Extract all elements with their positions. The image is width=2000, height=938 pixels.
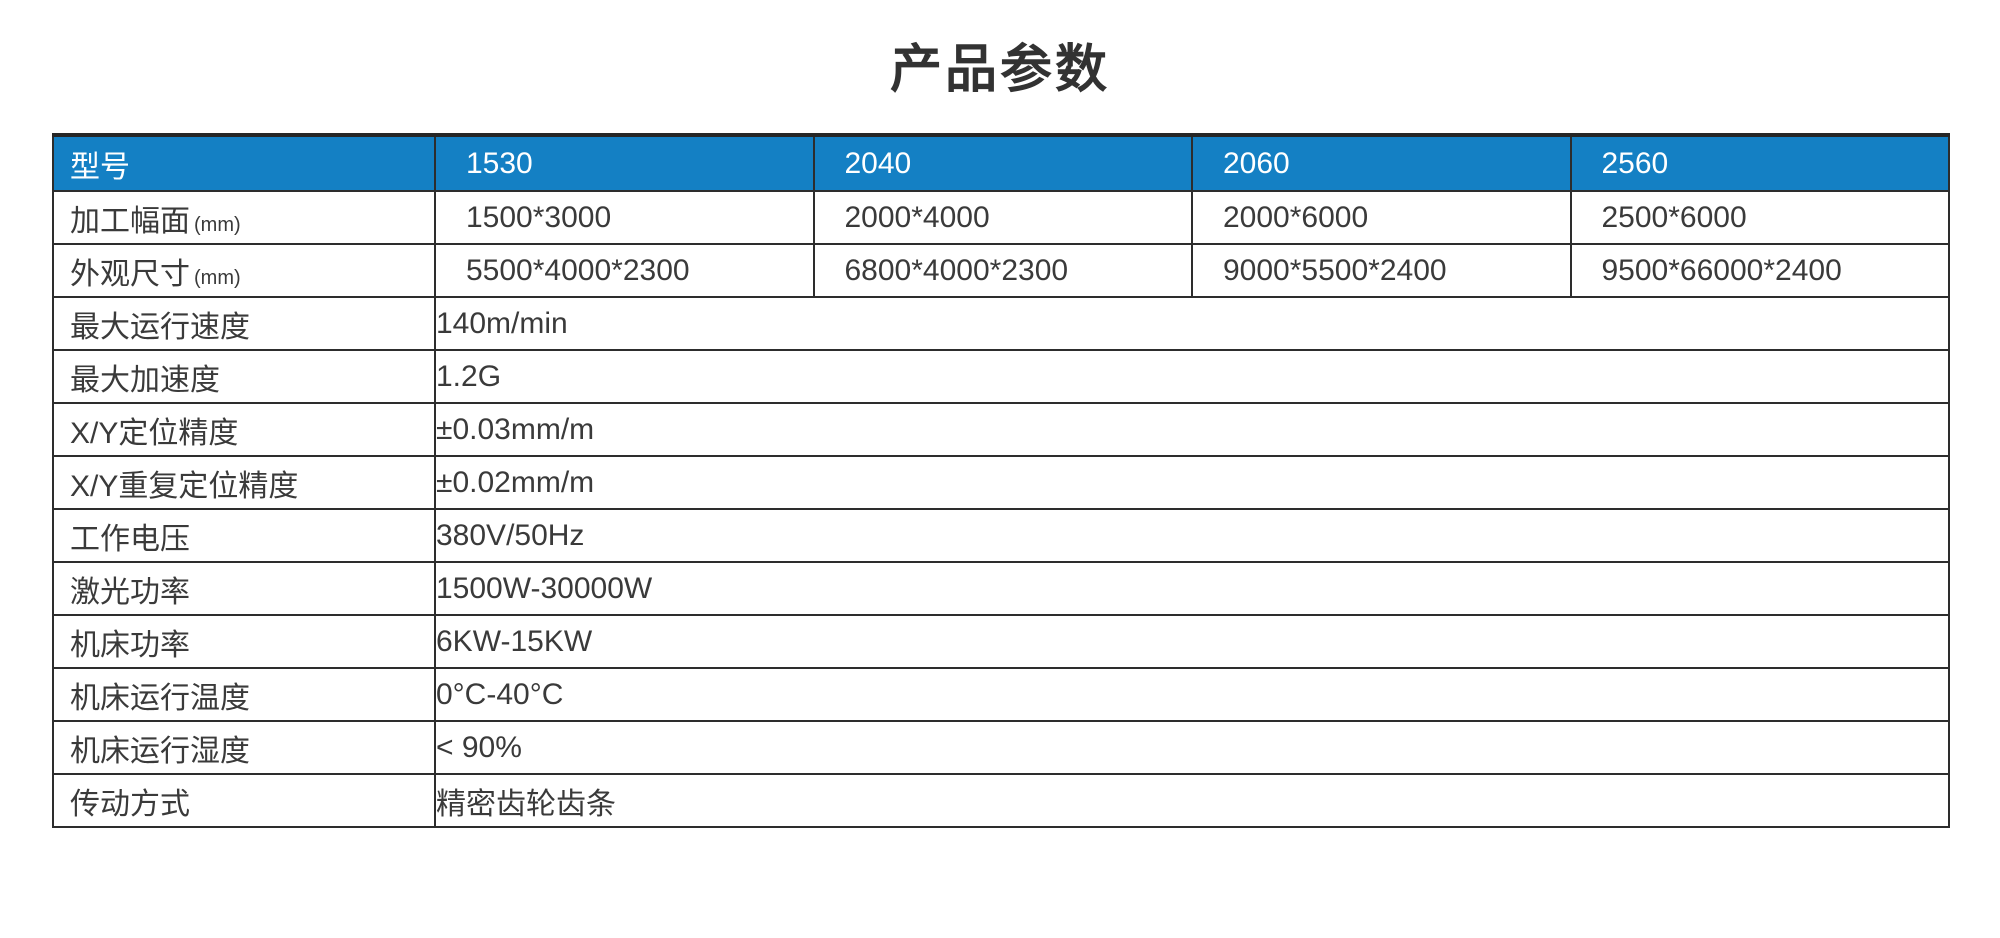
table-row-working-area: 加工幅面 (mm) 1500*3000 2000*4000 2000*6000 2… (52, 190, 1950, 246)
table-row-positioning-accuracy: X/Y定位精度 ±0.03mm/m (52, 402, 1950, 458)
span-value-operating-humidity: < 90% (434, 720, 1950, 776)
row-label-operating-temperature: 机床运行温度 (52, 667, 436, 723)
value-cell: 2000*6000 (1191, 190, 1572, 246)
span-value-operating-temperature: 0°C-40°C (434, 667, 1950, 723)
span-value-transmission-type: 精密齿轮齿条 (434, 773, 1950, 829)
row-label-text: 加工幅面 (70, 204, 190, 238)
row-label-operating-humidity: 机床运行湿度 (52, 720, 436, 776)
span-value-working-voltage: 380V/50Hz (434, 508, 1950, 564)
table-row-transmission-type: 传动方式 精密齿轮齿条 (52, 773, 1950, 829)
span-value-repeat-positioning-accuracy: ±0.02mm/m (434, 455, 1950, 511)
header-model-label: 型号 (52, 134, 436, 193)
header-model-1530: 1530 (434, 134, 815, 193)
value-cell: 5500*4000*2300 (434, 243, 815, 299)
span-value-machine-power: 6KW-15KW (434, 614, 1950, 670)
span-value-positioning-accuracy: ±0.03mm/m (434, 402, 1950, 458)
table-row-max-acceleration: 最大加速度 1.2G (52, 349, 1950, 405)
table-row-max-speed: 最大运行速度 140m/min (52, 296, 1950, 352)
row-label-working-voltage: 工作电压 (52, 508, 436, 564)
row-label-laser-power: 激光功率 (52, 561, 436, 617)
header-model-2040: 2040 (812, 134, 1193, 193)
product-parameters-table: 型号 1530 2040 2060 2560 加工幅面 (mm) 1500*300… (52, 133, 1950, 829)
row-label-working-area: 加工幅面 (mm) (52, 190, 436, 246)
row-label-max-speed: 最大运行速度 (52, 296, 436, 352)
value-cell: 9500*66000*2400 (1569, 243, 1950, 299)
span-value-laser-power: 1500W-30000W (434, 561, 1950, 617)
value-cell: 9000*5500*2400 (1191, 243, 1572, 299)
span-value-max-acceleration: 1.2G (434, 349, 1950, 405)
table-row-repeat-positioning-accuracy: X/Y重复定位精度 ±0.02mm/m (52, 455, 1950, 511)
row-label-unit: (mm) (194, 213, 241, 236)
row-label-outer-dimensions: 外观尺寸 (mm) (52, 243, 436, 299)
value-cell: 2000*4000 (812, 190, 1193, 246)
row-label-machine-power: 机床功率 (52, 614, 436, 670)
header-model-2560: 2560 (1569, 134, 1950, 193)
row-label-positioning-accuracy: X/Y定位精度 (52, 402, 436, 458)
table-row-outer-dimensions: 外观尺寸 (mm) 5500*4000*2300 6800*4000*2300 9… (52, 243, 1950, 299)
row-label-repeat-positioning-accuracy: X/Y重复定位精度 (52, 455, 436, 511)
header-model-2060: 2060 (1191, 134, 1572, 193)
value-cell: 1500*3000 (434, 190, 815, 246)
value-cell: 6800*4000*2300 (812, 243, 1193, 299)
table-row-working-voltage: 工作电压 380V/50Hz (52, 508, 1950, 564)
page-title: 产品参数 (889, 41, 1110, 99)
row-label-transmission-type: 传动方式 (52, 773, 436, 829)
row-label-unit: (mm) (194, 266, 241, 289)
table-row-operating-humidity: 机床运行湿度 < 90% (52, 720, 1950, 776)
row-label-text: 外观尺寸 (70, 257, 190, 291)
table-header-row: 型号 1530 2040 2060 2560 (52, 134, 1950, 193)
table-row-operating-temperature: 机床运行温度 0°C-40°C (52, 667, 1950, 723)
value-cell: 2500*6000 (1569, 190, 1950, 246)
table-row-machine-power: 机床功率 6KW-15KW (52, 614, 1950, 670)
span-value-max-speed: 140m/min (434, 296, 1950, 352)
table-row-laser-power: 激光功率 1500W-30000W (52, 561, 1950, 617)
row-label-max-acceleration: 最大加速度 (52, 349, 436, 405)
